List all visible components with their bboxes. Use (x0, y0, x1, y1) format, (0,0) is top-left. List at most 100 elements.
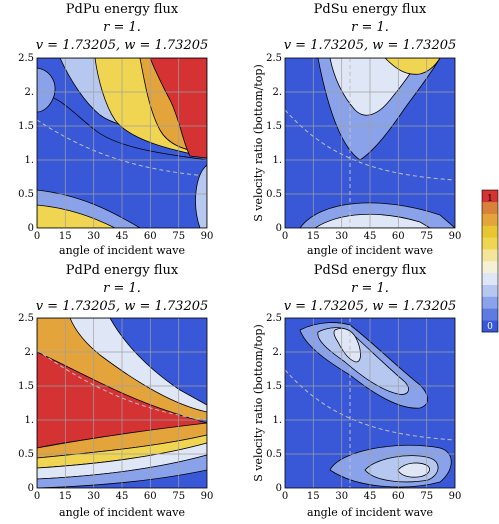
grid-lines (37, 318, 207, 488)
x-tick-label: 0 (34, 491, 40, 502)
region-left-blob (37, 67, 56, 113)
legend-swatch (482, 261, 498, 274)
region-upper-light (69, 318, 207, 413)
panel-subtitle-r: r = 1. (351, 20, 389, 35)
legend-swatch (482, 308, 498, 321)
y-ticks: 0 0.5 1. 1.5 2. 2.5 (266, 53, 282, 234)
x-tick-label: 30 (87, 231, 100, 242)
y-tick-label: 2.5 (18, 313, 34, 324)
x-tick-label: 45 (116, 491, 129, 502)
legend-swatch (482, 225, 498, 238)
y-tick-label: 0 (276, 483, 282, 494)
legend-swatch (482, 272, 498, 285)
x-tick-label: 60 (392, 491, 405, 502)
x-tick-label: 45 (364, 491, 377, 502)
y-tick-label: 1. (24, 415, 34, 426)
x-tick-label: 30 (335, 231, 348, 242)
plot-frame (284, 57, 456, 229)
legend-swatch (482, 213, 498, 226)
legend-swatch (482, 320, 498, 333)
legend-frame (481, 189, 499, 333)
grid-lines (285, 58, 455, 228)
y-tick-label: 2. (24, 87, 34, 98)
x-tick-label: 15 (307, 231, 320, 242)
panel-pdpd: PdPd energy flux r = 1. v = 1.73205, w =… (18, 263, 213, 519)
x-ticks: 0 15 30 45 60 75 90 (34, 491, 214, 502)
y-tick-label: 0.5 (266, 189, 282, 200)
y-ticks: 0 0.5 1. 1.5 2. 2.5 (18, 53, 34, 234)
legend-swatch (482, 201, 498, 214)
grid-lines (37, 58, 207, 228)
y-tick-label: 1. (24, 155, 34, 166)
y-tick-label: 0 (276, 223, 282, 234)
legend-swatch (482, 190, 498, 203)
x-tick-label: 0 (282, 491, 288, 502)
y-tick-label: 1.5 (266, 381, 282, 392)
plot-frame (284, 317, 456, 489)
region-upper-yellow (384, 58, 441, 75)
plot-frame (36, 57, 208, 229)
y-tick-label: 0 (28, 223, 34, 234)
x-tick-label: 45 (116, 231, 129, 242)
y-tick-label: 1. (272, 415, 282, 426)
y-tick-label: 2.5 (266, 313, 282, 324)
x-tick-label: 60 (144, 491, 157, 502)
region-bottom-band-inner (37, 204, 116, 228)
x-tick-label: 15 (307, 491, 320, 502)
x-axis-label: angle of incident wave (59, 244, 185, 257)
x-axis-label: angle of incident wave (59, 506, 185, 519)
x-tick-label: 60 (144, 231, 157, 242)
panel-subtitle-vw: v = 1.73205, w = 1.73205 (36, 38, 209, 53)
x-tick-label: 90 (449, 491, 462, 502)
legend-max-label: 1 (487, 194, 493, 204)
y-tick-label: 2. (272, 347, 282, 358)
y-tick-label: 2.5 (266, 53, 282, 64)
x-ticks: 0 15 30 45 60 75 90 (282, 491, 462, 502)
y-axis-label: S velocity ratio (bottom/top) (252, 324, 265, 482)
x-tick-label: 90 (201, 231, 214, 242)
panel-pdpu: PdPu energy flux r = 1. v = 1.73205, w =… (18, 2, 213, 257)
y-ticks: 0 0.5 1. 1.5 2. 2.5 (266, 313, 282, 494)
legend-swatches (482, 190, 498, 333)
x-tick-label: 75 (420, 231, 433, 242)
x-ticks: 0 15 30 45 60 75 90 (34, 231, 214, 242)
y-tick-label: 0 (28, 483, 34, 494)
x-ticks: 0 15 30 45 60 75 90 (282, 231, 462, 242)
x-axis-label: angle of incident wave (307, 244, 433, 257)
y-tick-label: 0.5 (18, 189, 34, 200)
x-tick-label: 90 (201, 491, 214, 502)
y-tick-label: 0.5 (266, 449, 282, 460)
x-tick-label: 90 (449, 231, 462, 242)
x-tick-label: 0 (282, 231, 288, 242)
panel-subtitle-r: r = 1. (103, 20, 141, 35)
y-tick-label: 1. (272, 155, 282, 166)
panel-subtitle-vw: v = 1.73205, w = 1.73205 (284, 299, 457, 314)
x-tick-label: 30 (335, 491, 348, 502)
y-tick-label: 1.5 (18, 121, 34, 132)
panel-subtitle-r: r = 1. (103, 281, 141, 296)
y-ticks: 0 0.5 1. 1.5 2. 2.5 (18, 313, 34, 494)
region-upper-light (329, 58, 421, 116)
x-tick-label: 60 (392, 231, 405, 242)
x-tick-label: 15 (59, 231, 72, 242)
region-lower-blue (37, 454, 207, 488)
x-axis-label: angle of incident wave (307, 506, 433, 519)
region-upper-light (333, 328, 361, 363)
panel-title: PdSu energy flux (314, 2, 427, 17)
y-tick-label: 0.5 (18, 449, 34, 460)
legend-swatch (482, 237, 498, 250)
x-tick-label: 0 (34, 231, 40, 242)
x-tick-label: 75 (420, 491, 433, 502)
legend-min-label: 0 (487, 322, 493, 332)
legend-swatch (482, 296, 498, 309)
y-axis-label: S velocity ratio (bottom/top) (252, 64, 265, 222)
x-tick-label: 75 (172, 491, 185, 502)
panel-subtitle-r: r = 1. (351, 281, 389, 296)
panel-subtitle-vw: v = 1.73205, w = 1.73205 (36, 299, 209, 314)
region-bottom-light (314, 213, 431, 228)
legend-swatch (482, 249, 498, 262)
dashed-critical-curve (37, 119, 207, 177)
x-tick-label: 15 (59, 491, 72, 502)
y-tick-label: 1.5 (266, 121, 282, 132)
